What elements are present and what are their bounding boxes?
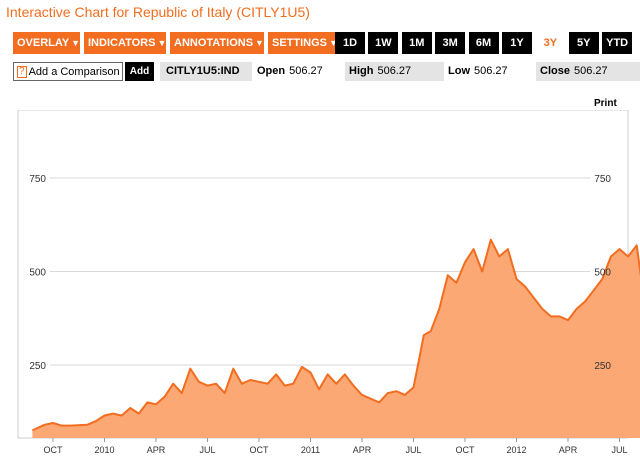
high-value: 506.27 (377, 65, 412, 77)
close-value: 506.27 (573, 65, 608, 77)
close-stat: Close 506.27 (536, 62, 640, 81)
range-1w-button[interactable]: 1W (368, 32, 399, 54)
range-1d-button[interactable]: 1D (335, 32, 365, 54)
x-tick-label: OCT (456, 445, 476, 455)
y-tick-label-right: 250 (594, 361, 611, 372)
high-label: High (349, 65, 374, 77)
indicators-menu-label: INDICATORS (88, 37, 156, 49)
y-tick-label-left: 500 (29, 268, 46, 279)
add-comparison-button[interactable]: Add (125, 62, 154, 81)
indicators-menu[interactable]: INDICATORS ▼ (84, 32, 167, 54)
x-tick-label: OCT (250, 445, 270, 455)
chevron-down-icon: ▼ (157, 38, 167, 48)
range-6m-button[interactable]: 6M (468, 32, 499, 54)
print-button[interactable]: Print (594, 98, 617, 109)
overlay-menu-label: OVERLAY (17, 37, 70, 49)
low-label: Low (448, 65, 470, 77)
y-tick-label-left: 250 (29, 361, 46, 372)
y-tick-label-left: 750 (29, 174, 46, 185)
x-tick-label: APR (353, 445, 372, 455)
series-line (31, 238, 640, 432)
chevron-down-icon: ▼ (255, 38, 264, 48)
page-title: Interactive Chart for Republic of Italy … (6, 4, 310, 20)
settings-menu-label: SETTINGS (272, 37, 328, 49)
range-1m-button[interactable]: 1M (401, 32, 432, 54)
series-area (32, 239, 640, 438)
open-label: Open (257, 65, 286, 77)
ticker-symbol: CITLY1U5:IND (160, 62, 252, 81)
range-3y-button[interactable]: 3Y (535, 32, 566, 54)
range-1y-button[interactable]: 1Y (501, 32, 532, 54)
range-5y-button[interactable]: 5Y (568, 32, 599, 54)
chevron-down-icon: ▼ (329, 38, 338, 48)
open-stat: Open 506.27 (253, 62, 343, 81)
chevron-down-icon: ▼ (71, 38, 81, 48)
x-tick-label: APR (147, 445, 166, 455)
settings-menu[interactable]: SETTINGS ▼ (268, 32, 340, 54)
add-comparison-input[interactable]: ? Add a Comparison (13, 62, 123, 81)
range-3m-button[interactable]: 3M (435, 32, 466, 54)
low-stat: Low 506.27 (444, 62, 536, 81)
x-tick-label: JUL (199, 445, 215, 455)
y-tick-label-right: 750 (594, 174, 611, 185)
close-label: Close (540, 65, 570, 77)
annotations-menu[interactable]: ANNOTATIONS ▼ (170, 32, 265, 54)
annotations-menu-label: ANNOTATIONS (174, 37, 254, 49)
x-tick-label: OCT (44, 445, 64, 455)
open-value: 506.27 (289, 65, 323, 77)
comparison-row: ? Add a Comparison Add (13, 62, 154, 81)
help-icon[interactable]: ? (17, 65, 27, 78)
price-chart[interactable]: 250 500 750 250 500 750 OCT 2010 APR JUL OCT 2011 AP… (0, 110, 640, 476)
x-tick-label: 2012 (506, 445, 526, 455)
overlay-menu[interactable]: OVERLAY ▼ (13, 32, 81, 54)
range-selector: 1D 1W 1M 3M 6M 1Y 3Y 5Y YTD (335, 32, 636, 54)
x-tick-label: JUL (611, 445, 627, 455)
high-stat: High 506.27 (345, 62, 444, 81)
low-value: 506.27 (474, 65, 508, 77)
y-tick-label-right: 500 (594, 268, 611, 279)
add-comparison-label: Add a Comparison (28, 65, 120, 78)
x-tick-label: APR (559, 445, 578, 455)
x-tick-label: 2010 (94, 445, 114, 455)
x-tick-label: JUL (405, 445, 421, 455)
x-tick-label: 2011 (301, 445, 320, 455)
range-ytd-button[interactable]: YTD (602, 32, 633, 54)
chart-toolbar: OVERLAY ▼ INDICATORS ▼ ANNOTATIONS ▼ SETTIN… (13, 32, 343, 54)
